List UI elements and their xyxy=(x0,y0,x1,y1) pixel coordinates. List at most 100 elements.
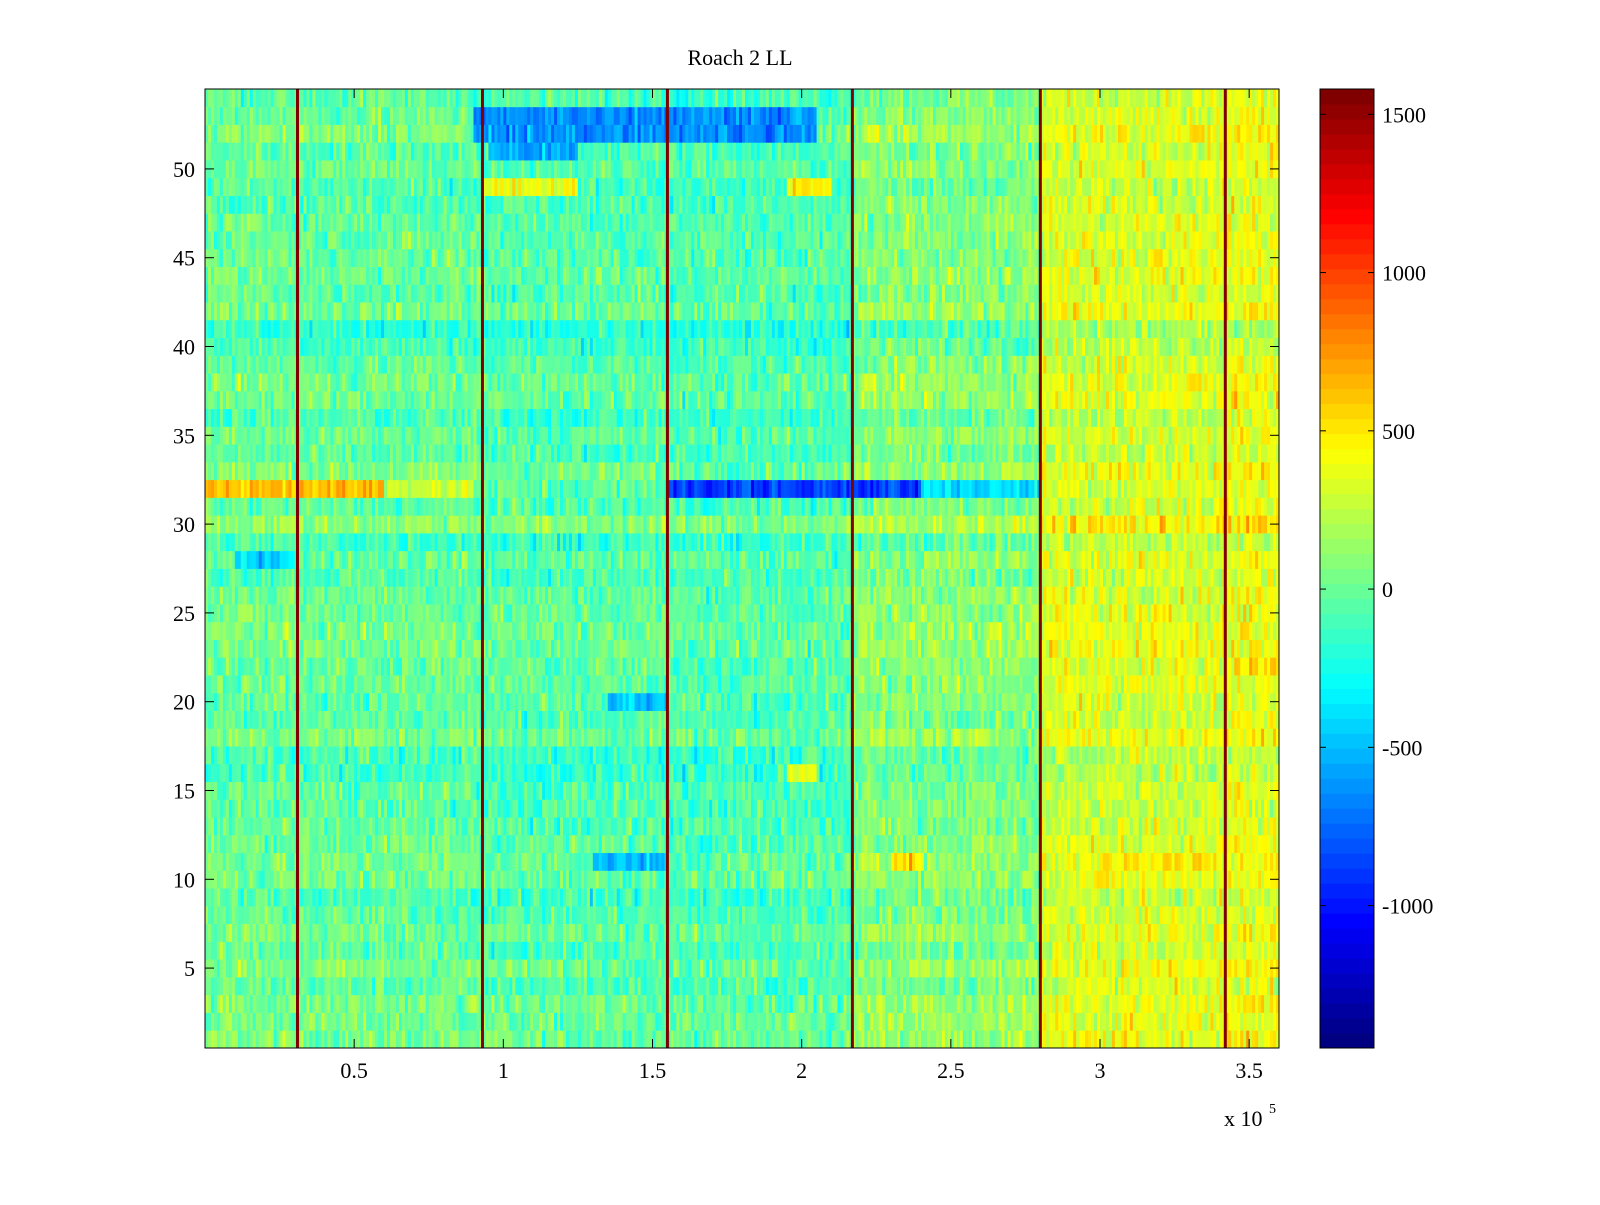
heatmap-cell xyxy=(375,995,378,1013)
heatmap-cell xyxy=(620,995,623,1013)
heatmap-cell xyxy=(608,959,611,977)
heatmap-cell xyxy=(360,941,363,959)
heatmap-cell xyxy=(1207,977,1210,995)
heatmap-cell xyxy=(894,995,897,1013)
heatmap-cell xyxy=(879,995,882,1013)
heatmap-cell xyxy=(247,941,250,959)
heatmap-cell xyxy=(512,1030,515,1048)
heatmap-cell xyxy=(381,1030,384,1048)
heatmap-cell xyxy=(205,977,208,995)
heatmap-cell xyxy=(1106,941,1109,959)
heatmap-cell xyxy=(217,977,220,995)
heatmap-cell xyxy=(453,977,456,995)
heatmap-cell xyxy=(265,977,268,995)
heatmap-cell xyxy=(1052,1012,1055,1030)
heatmap-cell xyxy=(1028,1030,1031,1048)
heatmap-cell xyxy=(882,1030,885,1048)
heatmap-cell xyxy=(283,924,286,942)
heatmap-cell xyxy=(262,1012,265,1030)
heatmap-cell xyxy=(330,1012,333,1030)
heatmap-cell xyxy=(1094,941,1097,959)
heatmap-cell xyxy=(805,959,808,977)
heatmap-cell xyxy=(900,977,903,995)
heatmap-cell xyxy=(1204,941,1207,959)
heatmap-cell xyxy=(351,995,354,1013)
heatmap-cell xyxy=(462,1030,465,1048)
heatmap-cell xyxy=(569,1030,572,1048)
heatmap-cell xyxy=(226,924,229,942)
heatmap-cell xyxy=(578,941,581,959)
heatmap-cell xyxy=(635,977,638,995)
heatmap-cell xyxy=(924,941,927,959)
heatmap-cell xyxy=(963,977,966,995)
heatmap-cell xyxy=(593,1030,596,1048)
heatmap-cell xyxy=(238,941,241,959)
heatmap-cell xyxy=(611,977,614,995)
heatmap-cell xyxy=(1255,977,1258,995)
heatmap-cell xyxy=(262,995,265,1013)
heatmap-cell xyxy=(572,1030,575,1048)
heatmap-cell xyxy=(1109,959,1112,977)
heatmap-cell xyxy=(1201,1030,1204,1048)
heatmap-cell xyxy=(551,977,554,995)
heatmap-cell xyxy=(444,995,447,1013)
heatmap-cell xyxy=(381,977,384,995)
heatmap-cell xyxy=(223,977,226,995)
heatmap-cell xyxy=(494,995,497,1013)
heatmap-cell xyxy=(572,959,575,977)
heatmap-cell xyxy=(951,977,954,995)
heatmap-cell xyxy=(345,995,348,1013)
heatmap-cell xyxy=(846,1012,849,1030)
heatmap-cell xyxy=(265,1030,268,1048)
heatmap-cell xyxy=(536,959,539,977)
heatmap-cell xyxy=(1100,1012,1103,1030)
heatmap-cell xyxy=(999,941,1002,959)
heatmap-cell xyxy=(354,959,357,977)
heatmap-cell xyxy=(265,995,268,1013)
heatmap-cell xyxy=(984,1030,987,1048)
heatmap-cell xyxy=(289,1030,292,1048)
heatmap-cell xyxy=(655,1012,658,1030)
heatmap-cell xyxy=(229,977,232,995)
heatmap-cell xyxy=(754,1030,757,1048)
heatmap-cell xyxy=(1157,1012,1160,1030)
heatmap-cell xyxy=(381,941,384,959)
heatmap-cell xyxy=(351,959,354,977)
heatmap-cell xyxy=(309,1012,312,1030)
heatmap-cell xyxy=(369,995,372,1013)
heatmap-cell xyxy=(542,1012,545,1030)
heatmap-cell xyxy=(512,1012,515,1030)
heatmap-cell xyxy=(775,959,778,977)
heatmap-cell xyxy=(739,977,742,995)
heatmap-cell xyxy=(766,941,769,959)
heatmap-cell xyxy=(766,1012,769,1030)
heatmap-cell xyxy=(1130,995,1133,1013)
heatmap-cell xyxy=(829,977,832,995)
heatmap-cell xyxy=(951,959,954,977)
heatmap-cell xyxy=(450,1012,453,1030)
heatmap-cell xyxy=(286,995,289,1013)
heatmap-cell xyxy=(1219,977,1222,995)
heatmap-cell xyxy=(912,959,915,977)
heatmap-cell xyxy=(918,1012,921,1030)
heatmap-cell xyxy=(817,1012,820,1030)
heatmap-cell xyxy=(342,1030,345,1048)
heatmap-cell xyxy=(220,941,223,959)
heatmap-cell xyxy=(253,959,256,977)
heatmap-cell xyxy=(1091,959,1094,977)
heatmap-cell xyxy=(763,1030,766,1048)
heatmap-cell xyxy=(966,1012,969,1030)
heatmap-cell xyxy=(808,941,811,959)
heatmap-cell xyxy=(318,995,321,1013)
heatmap-cell xyxy=(1213,941,1216,959)
heatmap-cell xyxy=(277,959,280,977)
heatmap-cell xyxy=(509,941,512,959)
heatmap-cell xyxy=(781,959,784,977)
heatmap-cell xyxy=(471,1012,474,1030)
heatmap-cell xyxy=(560,995,563,1013)
heatmap-cell xyxy=(987,941,990,959)
heatmap-cell xyxy=(670,1012,673,1030)
heatmap-cell xyxy=(1169,1012,1172,1030)
heatmap-cell xyxy=(1163,1012,1166,1030)
heatmap-cell xyxy=(912,941,915,959)
